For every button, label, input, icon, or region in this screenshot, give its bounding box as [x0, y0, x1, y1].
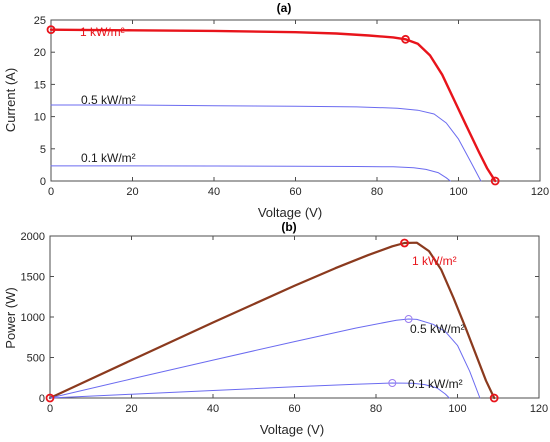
y-tick-label: 1000	[21, 312, 45, 324]
x-tick-label: 60	[289, 186, 301, 198]
x-tick-label: 40	[208, 186, 220, 198]
series-marker-0	[46, 25, 56, 35]
series-line-2	[50, 165, 451, 182]
y-tick-label: 10	[34, 112, 46, 124]
series-line-0	[48, 241, 496, 400]
panel-b-label: (b)	[281, 220, 296, 234]
x-tick-label: 120	[530, 403, 548, 415]
series-marker-0	[489, 393, 499, 403]
series-marker-2	[388, 379, 397, 388]
y-tick-label: 0	[39, 393, 45, 405]
series-line-0	[49, 28, 497, 183]
series-line-1	[49, 318, 481, 399]
power-voltage-panel: (b) 0 500 1000 1500 2000 0 20 40 60 80 100 120 Vol…	[3, 220, 548, 437]
panel-b-y-axis-label: Power (W)	[3, 287, 18, 348]
panel-a-x-axis-label: Voltage (V)	[258, 205, 322, 220]
series-marker-0	[400, 238, 409, 248]
y-tick-label: 1500	[21, 272, 45, 284]
panel-b-label-1kw: 1 kW/m²	[412, 254, 457, 268]
x-tick-label: 20	[126, 186, 138, 198]
y-tick-label: 20	[34, 47, 46, 59]
x-tick-label: 80	[371, 186, 383, 198]
panel-a-label-05kw: 0.5 kW/m²	[81, 93, 136, 107]
x-tick-label: 20	[125, 403, 137, 415]
panel-b-y-tick-labels: 0 500 1000 1500 2000	[21, 231, 539, 405]
panel-a-y-tick-labels: 0 5 10 15 20 25	[34, 15, 540, 188]
x-tick-label: 0	[47, 403, 53, 415]
panel-b-label-05kw: 0.5 kW/m²	[410, 322, 465, 336]
y-tick-label: 15	[34, 79, 46, 91]
x-tick-label: 0	[48, 186, 54, 198]
series-line-2	[49, 382, 450, 399]
series-line-1	[50, 104, 482, 182]
panel-a-label-1kw: 1 kW/m²	[80, 25, 125, 39]
x-tick-label: 40	[207, 403, 219, 415]
panel-b-x-axis-label: Voltage (V)	[260, 422, 324, 437]
y-tick-label: 0	[40, 176, 46, 188]
panel-a-x-tick-labels: 0 20 40 60 80 100 120	[48, 20, 549, 198]
panel-b-series-lines	[48, 241, 496, 400]
panel-b-x-tick-labels: 0 20 40 60 80 100 120	[47, 236, 548, 415]
series-marker-1	[404, 315, 413, 324]
series-marker-0	[45, 393, 55, 403]
panel-a-label-01kw: 0.1 kW/m²	[81, 151, 136, 165]
x-tick-label: 80	[370, 403, 382, 415]
panel-a-plot-frame	[50, 19, 541, 182]
x-tick-label: 60	[288, 403, 300, 415]
panel-a-series-lines	[49, 28, 497, 183]
panel-a-y-axis-label: Current (A)	[3, 68, 18, 132]
panel-b-markers	[45, 238, 499, 403]
panel-b-label-01kw: 0.1 kW/m²	[408, 377, 463, 391]
panel-a-label: (a)	[277, 1, 292, 15]
series-marker-0	[401, 34, 410, 44]
panel-a-markers	[46, 25, 500, 186]
y-tick-label: 25	[34, 15, 46, 27]
y-tick-label: 5	[40, 144, 46, 156]
y-tick-label: 2000	[21, 231, 45, 243]
y-tick-label: 500	[27, 353, 45, 365]
x-tick-label: 100	[449, 186, 467, 198]
series-marker-0	[490, 176, 500, 186]
panel-b-plot-frame	[49, 235, 540, 399]
x-tick-label: 120	[531, 186, 549, 198]
current-voltage-panel: (a) 0 5 10 15 20 25 0 20 40 60 80 100 120 Voltage (…	[3, 1, 549, 220]
x-tick-label: 100	[448, 403, 466, 415]
